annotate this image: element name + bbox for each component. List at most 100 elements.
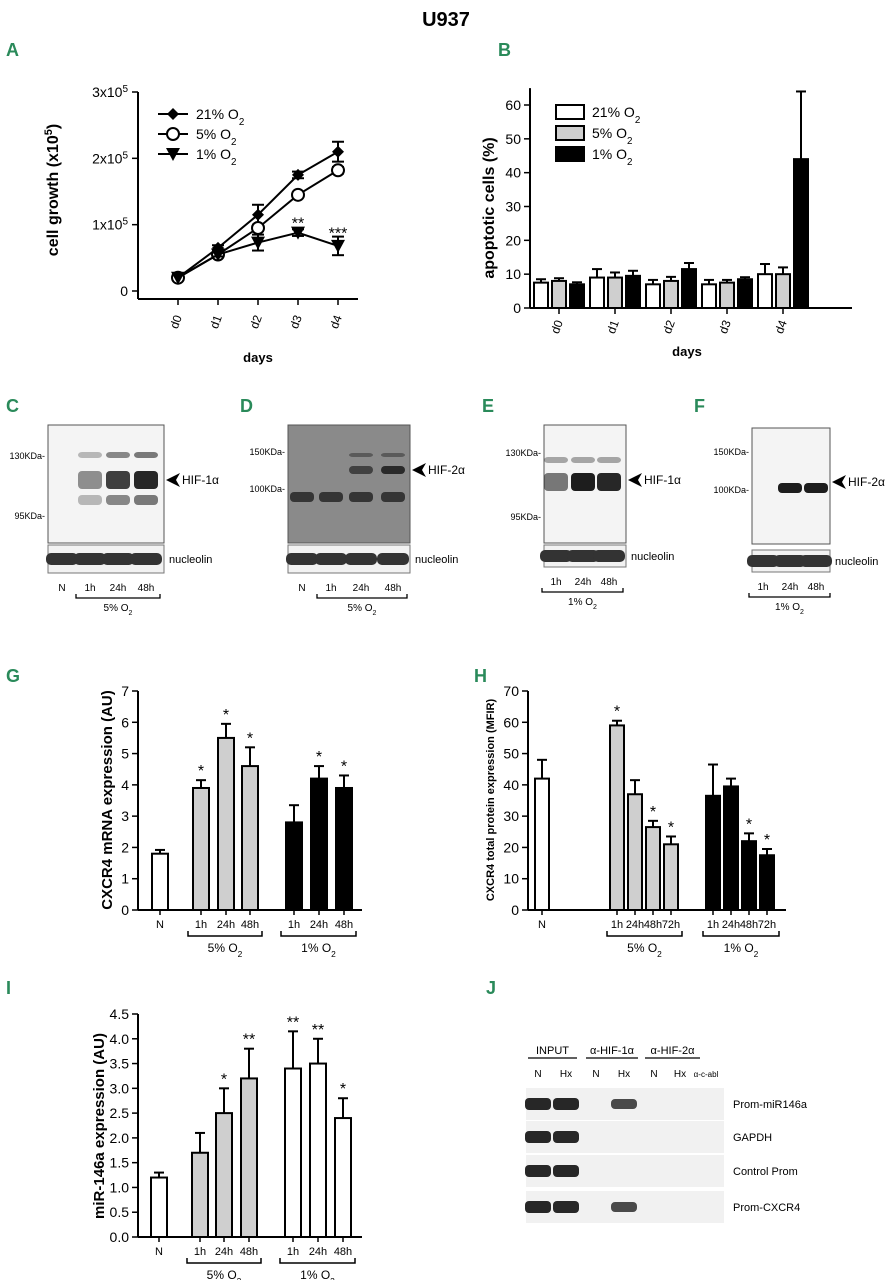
- bar: [334, 1117, 352, 1238]
- loading-band: [315, 553, 347, 565]
- y-tick-label: 0: [511, 902, 519, 918]
- lane-label: 1h: [325, 583, 336, 594]
- y-tick-label-a: 0: [120, 283, 128, 299]
- protein-band: [106, 452, 130, 458]
- chip-target-label: Prom-miR146a: [733, 1099, 808, 1111]
- group-label: 5% O2: [208, 941, 243, 959]
- chip-target-label: Control Prom: [733, 1166, 798, 1178]
- panel-letter-j: J: [486, 978, 496, 998]
- bar-label: 1h: [195, 919, 207, 931]
- y-tick-label-b: 20: [505, 232, 521, 248]
- group-label: 5% O2: [104, 603, 133, 617]
- y-tick-label: 7: [121, 683, 129, 699]
- significance-star: *: [764, 832, 770, 849]
- y-tick-label-a: 2x105: [92, 150, 128, 167]
- x-tick-label-a: d2: [247, 313, 265, 331]
- panel-letter-d: D: [240, 396, 253, 416]
- chip-lane-label: N: [592, 1069, 599, 1080]
- protein-band: [778, 483, 802, 493]
- y-tick-label-exp: 5: [122, 216, 128, 227]
- loading-label: nucleolin: [415, 554, 458, 566]
- y-tick-label: 3.0: [110, 1080, 130, 1096]
- group-label-text: 1% O: [301, 941, 331, 955]
- bar: [741, 840, 757, 912]
- data-point-a: [291, 187, 305, 202]
- chip-lane-label: N: [534, 1069, 541, 1080]
- bar-label: 1h: [611, 919, 623, 931]
- data-point-a: [252, 208, 264, 221]
- legend-label-b-text: 5% O: [592, 125, 627, 141]
- legend-label-b: 1% O2: [592, 146, 632, 168]
- protein-band: [611, 1099, 637, 1109]
- panel-letter-a: A: [6, 40, 19, 60]
- bar-label: 24h: [310, 919, 328, 931]
- chart-apoptotic-cells: 0 10 20 30 40 50 60 d0 d1 d2 d3 d4 days apoptotic cel…: [481, 88, 852, 359]
- significance-star-a: ***: [329, 226, 348, 243]
- significance-star: *: [746, 816, 752, 833]
- group-label-sub: 2: [373, 610, 377, 617]
- significance-star-a: **: [292, 216, 304, 233]
- y-tick-label: 30: [503, 808, 519, 824]
- lane-label: 1h: [757, 582, 768, 593]
- legend-marker-a: [166, 148, 180, 161]
- bar-b: [719, 281, 735, 309]
- bar: [759, 854, 775, 911]
- y-tick-label: 2: [121, 839, 129, 855]
- bar-label: N: [538, 919, 546, 931]
- bar-b: [569, 283, 585, 310]
- group-label-text: 1% O: [300, 1268, 330, 1280]
- band-arrow-icon: [628, 473, 642, 487]
- protein-band: [525, 1165, 551, 1177]
- legend-label-b-text: 1% O: [592, 146, 627, 162]
- x-axis-label-b: days: [672, 344, 702, 359]
- y-tick-label-b: 10: [505, 266, 521, 282]
- y-tick-label: 0.0: [110, 1229, 130, 1245]
- bar-b: [757, 273, 773, 309]
- bar: [609, 724, 625, 912]
- protein-label: HIF-1α: [182, 473, 219, 487]
- bar-b: [551, 279, 567, 309]
- y-axis-label-b: apoptotic cells (%): [481, 137, 498, 278]
- loading-band: [377, 553, 409, 565]
- x-tick-label-b: d3: [716, 318, 734, 336]
- group-bracket: [316, 594, 408, 599]
- group-label: 1% O2: [568, 597, 597, 611]
- protein-band: [571, 473, 595, 491]
- protein-band: [319, 492, 343, 502]
- group-label-text: 5% O: [627, 941, 657, 955]
- protein-band: [381, 492, 405, 502]
- y-tick-label: 40: [503, 777, 519, 793]
- y-axis-label-a: cell growth (x105): [43, 124, 62, 256]
- significance-star: *: [614, 704, 620, 721]
- bar-label: N: [156, 919, 164, 931]
- bar-b: [607, 276, 623, 309]
- data-point-a: [211, 248, 225, 262]
- group-label: 1% O2: [724, 941, 759, 959]
- protein-band: [134, 495, 158, 505]
- western-blot-d: 150KDa- 100KDa- HIF-2α nucleolin N 1h 24h 48h 5%…: [249, 424, 465, 617]
- protein-band: [381, 466, 405, 474]
- loading-band: [747, 555, 779, 567]
- group-label-text: 5% O: [348, 603, 373, 614]
- lane-label: 1h: [550, 577, 561, 588]
- legend-label-b: 5% O2: [592, 125, 632, 147]
- group-label-sub: 2: [331, 949, 336, 959]
- bar: [663, 843, 679, 911]
- lane-label: N: [58, 583, 65, 594]
- y-tick-label-exp: 5: [122, 150, 128, 161]
- y-tick-label-b: 50: [505, 131, 521, 147]
- group-bracket: [186, 1258, 262, 1264]
- chip-antibody-label: α-HIF-1α: [590, 1045, 635, 1057]
- bar-label: 48h: [334, 1246, 352, 1258]
- lane-label: N: [298, 583, 305, 594]
- panel-letter-h: H: [474, 666, 487, 686]
- lane-label: 48h: [138, 583, 155, 594]
- group-bracket: [280, 931, 357, 937]
- bar: [151, 852, 169, 912]
- chip-lane-label: Hx: [674, 1069, 686, 1080]
- panel-letter-g: G: [6, 666, 20, 686]
- figure-title: U937: [422, 9, 470, 31]
- protein-band: [597, 457, 621, 463]
- chip-gel-j: INPUT α-HIF-1α α-HIF-2α N Hx N Hx N Hx α-c-abl Pro…: [525, 1045, 808, 1223]
- loading-band: [46, 553, 78, 565]
